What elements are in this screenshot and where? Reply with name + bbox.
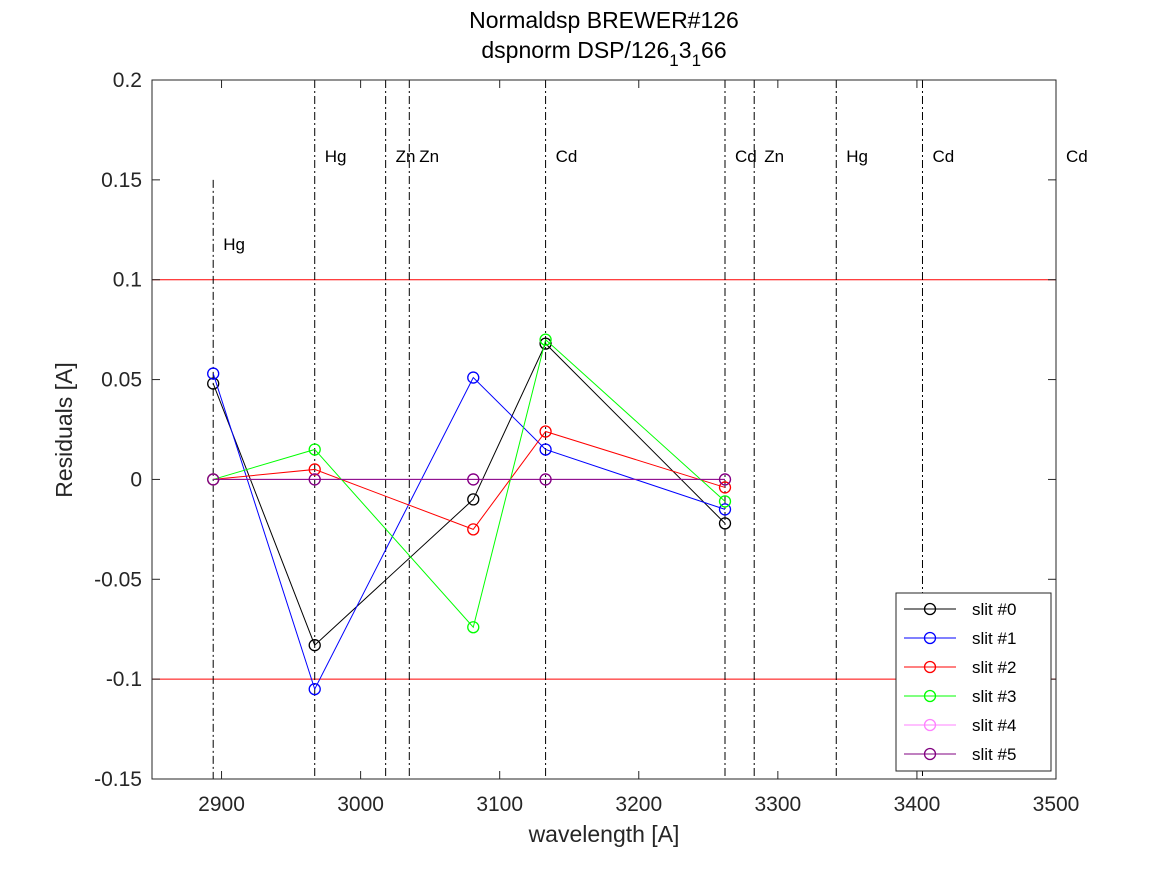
y-tick-label-7: 0.2 bbox=[113, 69, 142, 92]
series-2-point-4 bbox=[718, 481, 732, 494]
series-lines bbox=[207, 333, 732, 696]
legend-label-1: slit #1 bbox=[972, 629, 1016, 648]
series-5-point-1 bbox=[308, 473, 321, 486]
x-tick-label-1: 3000 bbox=[337, 793, 384, 816]
axes bbox=[151, 79, 1057, 780]
series-line-3 bbox=[213, 338, 726, 629]
series-line-0 bbox=[212, 342, 726, 647]
title-part-0: dspnorm DSP/126 bbox=[481, 37, 669, 63]
series-line-1 bbox=[212, 373, 726, 691]
legend-marker-4 bbox=[923, 718, 937, 732]
y-tick-label-4: 0.05 bbox=[101, 369, 142, 392]
series-2-point-2 bbox=[467, 523, 480, 536]
legend-label-0: slit #0 bbox=[972, 600, 1016, 619]
y-tick-label-1: -0.1 bbox=[106, 668, 142, 691]
x-tick-label-3: 3200 bbox=[615, 793, 662, 816]
title-part-1: 1 bbox=[669, 51, 678, 70]
series-1-point-4 bbox=[718, 503, 732, 516]
legend-label-4: slit #4 bbox=[972, 716, 1016, 735]
reference-label-3: Zn bbox=[419, 147, 439, 166]
x-tick-label-4: 3300 bbox=[754, 793, 801, 816]
legend-marker-3 bbox=[923, 689, 937, 703]
x-tick-label-6: 3500 bbox=[1033, 793, 1080, 816]
series-1-point-2 bbox=[467, 371, 480, 384]
series-1-point-1 bbox=[308, 682, 321, 696]
x-tick-label-0: 2900 bbox=[198, 793, 245, 816]
series-1-point-0 bbox=[207, 367, 220, 380]
reference-label-5: Cd bbox=[735, 147, 757, 166]
series-3-point-1 bbox=[308, 443, 321, 456]
title-part-3: 1 bbox=[692, 51, 701, 70]
x-tick-label-2: 3100 bbox=[476, 793, 523, 816]
legend-box bbox=[895, 592, 1052, 772]
chart-title-line1: Normaldsp BREWER#126 bbox=[469, 7, 739, 33]
reference-label-0: Hg bbox=[223, 235, 245, 254]
chart-title-line2: dspnorm DSP/12613166 bbox=[481, 37, 726, 70]
legend-marker-2 bbox=[923, 660, 937, 674]
y-tick-label-2: -0.05 bbox=[94, 568, 142, 591]
x-axis-label: wavelength [A] bbox=[528, 821, 680, 847]
reference-label-7: Hg bbox=[846, 147, 868, 166]
reference-label-2: Zn bbox=[396, 147, 416, 166]
series-5-point-2 bbox=[467, 473, 480, 486]
tick-labels: 2900 3000 3100 3200 3300 3400 3500 -0.15 -0.1 -0.… bbox=[94, 69, 1079, 816]
series-2-point-1 bbox=[308, 463, 321, 476]
legend-label-3: slit #3 bbox=[972, 687, 1016, 706]
series-0-point-1 bbox=[308, 639, 321, 652]
reference-label-4: Cd bbox=[556, 147, 578, 166]
x-tick-label-5: 3400 bbox=[894, 793, 941, 816]
y-tick-label-6: 0.15 bbox=[101, 169, 142, 192]
series-0-point-3 bbox=[539, 337, 552, 350]
legend-label-2: slit #2 bbox=[972, 658, 1016, 677]
y-tick-label-3: 0 bbox=[130, 468, 142, 491]
series-3-point-2 bbox=[467, 621, 480, 634]
series-5-point-0 bbox=[207, 473, 220, 486]
axes-box bbox=[151, 79, 1057, 780]
series-1-point-3 bbox=[539, 443, 552, 456]
y-tick-label-5: 0.1 bbox=[113, 269, 142, 292]
reference-label-9: Cd bbox=[1066, 147, 1088, 166]
series-line-2 bbox=[213, 430, 726, 530]
series-2-point-3 bbox=[539, 425, 552, 438]
series-0-point-2 bbox=[467, 493, 480, 506]
reference-label-1: Hg bbox=[325, 147, 347, 166]
title-part-2: 3 bbox=[679, 37, 692, 63]
legend-marker-0 bbox=[923, 602, 937, 616]
series-3-point-3 bbox=[539, 333, 552, 346]
series-5-point-3 bbox=[539, 473, 552, 486]
series-3-point-4 bbox=[718, 495, 732, 508]
legend-label-5: slit #5 bbox=[972, 745, 1016, 764]
reference-label-6: Zn bbox=[764, 147, 784, 166]
legend-marker-5 bbox=[923, 747, 937, 761]
y-tick-label-0: -0.15 bbox=[94, 768, 142, 791]
series-0-point-0 bbox=[207, 377, 220, 390]
y-axis-label: Residuals [A] bbox=[51, 362, 77, 498]
legend-marker-1 bbox=[923, 631, 937, 645]
legend: slit #0 slit #1 slit #2 slit #3 slit #4 slit … bbox=[895, 592, 1052, 772]
series-5-point-4 bbox=[718, 473, 732, 486]
title-part-4: 66 bbox=[701, 37, 727, 63]
reference-label-8: Cd bbox=[932, 147, 954, 166]
series-0-point-4 bbox=[718, 517, 732, 530]
